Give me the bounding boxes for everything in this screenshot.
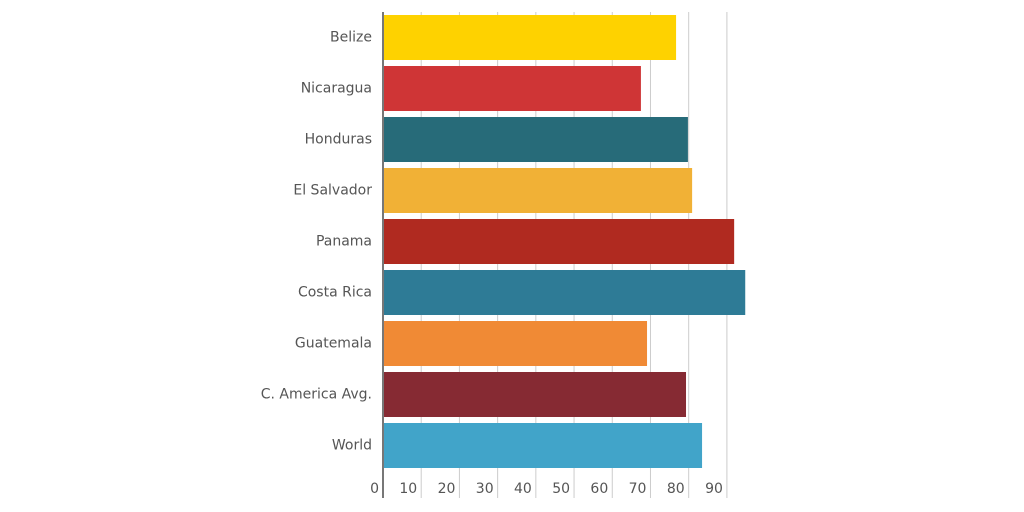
- y-tick-label: Nicaragua: [301, 81, 372, 97]
- y-tick-label: Guatemala: [295, 336, 372, 352]
- x-tick-label: 70: [629, 481, 647, 497]
- bar: [383, 66, 641, 111]
- y-tick-label: El Salvador: [293, 183, 372, 199]
- bar: [383, 423, 703, 468]
- x-tick-label: 40: [514, 481, 532, 497]
- y-tick-label: Panama: [316, 234, 372, 250]
- bar: [383, 219, 735, 264]
- bar: [383, 270, 746, 315]
- bar: [383, 321, 648, 366]
- bar: [383, 372, 687, 417]
- y-tick-label: C. America Avg.: [261, 387, 372, 403]
- x-tick-label: 20: [438, 481, 456, 497]
- bar: [383, 117, 688, 162]
- y-tick-label: Costa Rica: [298, 285, 372, 301]
- x-tick-label: 80: [667, 481, 685, 497]
- x-tick-label: 30: [476, 481, 494, 497]
- x-tick-label: 50: [552, 481, 570, 497]
- bar: [383, 15, 677, 60]
- y-tick-label: Belize: [330, 30, 372, 46]
- bar: [383, 168, 693, 213]
- x-tick-label: 0: [370, 481, 379, 497]
- x-tick-label: 10: [399, 481, 417, 497]
- x-tick-label: 60: [590, 481, 608, 497]
- y-tick-label: Honduras: [305, 132, 372, 148]
- x-tick-label: 90: [705, 481, 723, 497]
- y-tick-label: World: [332, 438, 372, 454]
